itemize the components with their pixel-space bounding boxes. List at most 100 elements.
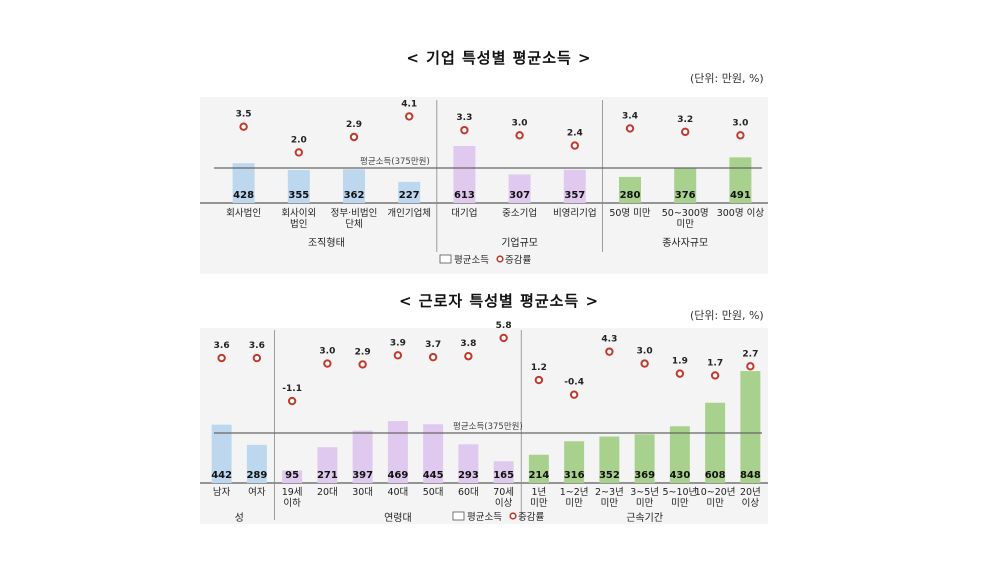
bar-value-label: 271 bbox=[317, 470, 338, 481]
category-label: 미만 bbox=[706, 498, 724, 509]
category-label: 1년 bbox=[531, 487, 546, 498]
chart-2-panel bbox=[200, 328, 768, 524]
bar-value-label: 376 bbox=[675, 190, 696, 201]
category-label: 이상 bbox=[495, 498, 513, 509]
bar bbox=[352, 430, 373, 483]
reference-label: 평균소득(375만원) bbox=[360, 156, 430, 167]
legend-bar-swatch bbox=[452, 511, 465, 521]
category-label: 미만 bbox=[671, 498, 689, 509]
bar-value-label: 289 bbox=[246, 470, 267, 481]
category-label: 여자 bbox=[248, 486, 266, 498]
category-label: 대기업 bbox=[451, 207, 477, 219]
bar bbox=[669, 426, 690, 483]
rate-marker bbox=[294, 148, 303, 157]
bar bbox=[246, 444, 267, 483]
rate-label: 4.3 bbox=[601, 335, 617, 345]
group-label: 성 bbox=[235, 512, 244, 524]
rate-label: 2.9 bbox=[355, 347, 371, 357]
category-label: 2~3년 bbox=[595, 487, 624, 498]
category-label: 50~300명 bbox=[662, 208, 709, 219]
category-label: 개인기업체 bbox=[387, 207, 431, 219]
bar-value-label: 469 bbox=[387, 470, 408, 481]
rate-marker bbox=[515, 131, 524, 140]
bar bbox=[317, 447, 338, 483]
bar bbox=[563, 169, 586, 203]
category-label: 20대 bbox=[317, 487, 338, 498]
bar-value-label: 613 bbox=[454, 190, 475, 201]
group-label: 기업규모 bbox=[501, 236, 538, 249]
rate-marker bbox=[252, 353, 262, 363]
bar-value-label: 316 bbox=[564, 470, 585, 481]
bar bbox=[211, 424, 232, 483]
rate-label: 1.2 bbox=[531, 363, 547, 373]
bar bbox=[705, 402, 726, 483]
rate-label: 3.5 bbox=[236, 110, 252, 120]
bar bbox=[619, 176, 641, 203]
legend-marker-swatch bbox=[496, 255, 504, 263]
rate-marker bbox=[405, 112, 414, 121]
rate-label: 3.9 bbox=[390, 338, 406, 348]
bar-value-label: 397 bbox=[352, 470, 373, 481]
bar-value-label: 227 bbox=[399, 190, 420, 201]
rate-marker bbox=[736, 131, 745, 140]
category-label: 70세 bbox=[493, 487, 514, 498]
category-label: 10~20년 bbox=[695, 487, 736, 498]
category-label: 300명 이상 bbox=[717, 208, 765, 219]
bar-value-label: 362 bbox=[344, 190, 365, 201]
rate-label: 2.7 bbox=[742, 349, 758, 359]
bar-value-label: 491 bbox=[730, 190, 751, 201]
rate-marker bbox=[710, 371, 720, 380]
rate-marker bbox=[393, 351, 403, 360]
bar bbox=[287, 169, 310, 203]
bar bbox=[740, 371, 761, 483]
bar-value-label: 428 bbox=[233, 190, 254, 201]
bar-value-label: 357 bbox=[564, 190, 585, 201]
rate-marker bbox=[239, 122, 248, 131]
rate-label: 5.8 bbox=[496, 321, 512, 331]
rate-marker bbox=[681, 127, 690, 137]
legend-bar-label: 평균소득 bbox=[454, 255, 489, 266]
rate-marker bbox=[499, 333, 508, 343]
legend-marker-label: 증감률 bbox=[505, 254, 531, 266]
rate-label: 3.2 bbox=[677, 115, 693, 125]
rate-label: 1.9 bbox=[672, 357, 688, 367]
rate-marker bbox=[323, 359, 332, 368]
bar-value-label: 95 bbox=[285, 470, 299, 481]
category-label: 이하 bbox=[283, 497, 301, 509]
rate-marker bbox=[534, 375, 544, 385]
chart-2-unit: (단위: 만원, %) bbox=[690, 309, 764, 322]
bar-value-label: 445 bbox=[423, 470, 444, 481]
rate-marker bbox=[460, 125, 469, 135]
category-label: 법인 bbox=[290, 219, 307, 230]
category-label: 50대 bbox=[423, 487, 444, 498]
rate-label: 4.1 bbox=[401, 99, 417, 109]
rate-label: 3.6 bbox=[249, 341, 265, 351]
category-label: 20년 bbox=[740, 487, 761, 498]
rate-marker bbox=[570, 141, 579, 150]
bar-value-label: 293 bbox=[458, 470, 479, 481]
rate-marker bbox=[605, 347, 614, 356]
rate-marker bbox=[640, 359, 649, 368]
category-label: 미만 bbox=[530, 498, 548, 509]
bar-value-label: 608 bbox=[705, 470, 726, 481]
category-label: 50명 미만 bbox=[609, 208, 651, 219]
chart-1-unit: (단위: 만원, %) bbox=[690, 72, 764, 85]
bar-value-label: 280 bbox=[620, 190, 641, 201]
bar-value-label: 307 bbox=[509, 190, 530, 201]
legend-marker-swatch bbox=[509, 512, 517, 520]
bar bbox=[453, 145, 476, 203]
rate-label: -1.1 bbox=[282, 384, 302, 394]
category-label: 미만 bbox=[601, 498, 619, 509]
category-label: 미만 bbox=[676, 219, 694, 230]
rate-label: 2.0 bbox=[291, 135, 307, 145]
legend-bar-label: 평균소득 bbox=[467, 512, 502, 523]
rate-label: 2.4 bbox=[567, 129, 583, 139]
category-label: 60대 bbox=[458, 487, 479, 498]
rate-label: 3.7 bbox=[425, 340, 441, 350]
bar-value-label: 369 bbox=[634, 470, 655, 481]
category-label: 1~2년 bbox=[560, 487, 589, 498]
rate-marker bbox=[675, 369, 685, 378]
bar bbox=[282, 470, 303, 483]
